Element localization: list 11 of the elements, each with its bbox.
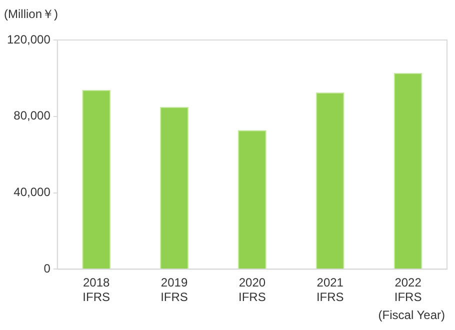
y-tick-label: 120,000 bbox=[6, 32, 51, 46]
y-tick-label: 40,000 bbox=[14, 185, 51, 200]
x-tick-label: 2022 IFRS bbox=[394, 276, 422, 304]
x-tick-label: 2020 IFRS bbox=[238, 276, 266, 304]
x-tick-label: 2019 IFRS bbox=[160, 276, 188, 304]
y-tick-label: 80,000 bbox=[14, 108, 51, 123]
x-tick-label: 2021 IFRS bbox=[316, 276, 344, 304]
y-axis-title: (Million￥) bbox=[4, 6, 58, 23]
x-axis-title: (Fiscal Year) bbox=[378, 308, 445, 322]
y-tick-label: 0 bbox=[44, 262, 51, 276]
x-tick-label: 2018 IFRS bbox=[82, 276, 110, 304]
